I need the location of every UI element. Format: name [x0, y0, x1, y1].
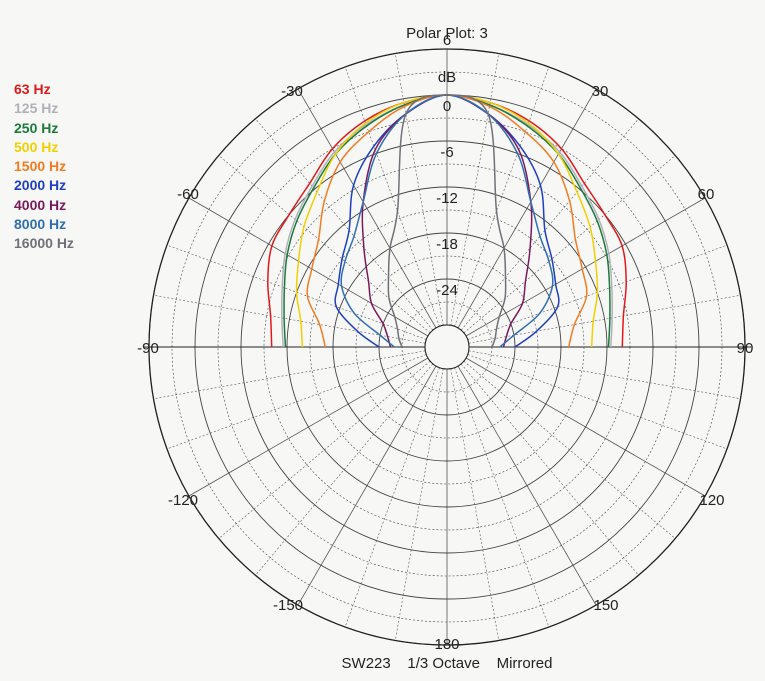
grid-center-circle [424, 324, 470, 370]
angle-tick-label: -60 [177, 186, 199, 203]
radial-unit-label: dB [438, 69, 456, 86]
legend-entry: 63 Hz [14, 81, 51, 97]
radial-tick-label: 6 [443, 32, 451, 49]
legend-entry: 500 Hz [14, 138, 59, 155]
angle-tick-label: 120 [699, 492, 724, 509]
series-group [267, 94, 627, 348]
legend-entry: 2000 Hz [14, 177, 67, 194]
series-line-16000-hz [387, 94, 507, 348]
legend-entry: 1500 Hz [14, 158, 67, 175]
legend-entry: 250 Hz [14, 119, 59, 136]
radial-tick-label: 0 [443, 98, 451, 115]
polar-grid [143, 48, 751, 646]
radial-tick-label: -18 [436, 236, 458, 253]
legend-entry: 8000 Hz [14, 216, 67, 233]
angle-tick-label: 60 [698, 186, 715, 203]
legend-entry: 125 Hz [14, 100, 59, 117]
angle-tick-label: 180 [434, 636, 459, 653]
legend-entry: 4000 Hz [14, 196, 67, 213]
chart-footer: SW223 1/3 Octave Mirrored [342, 655, 553, 672]
chart-title: Polar Plot: 3 [406, 25, 488, 42]
angle-tick-label: -30 [281, 83, 303, 100]
angle-tick-label: 90 [737, 340, 754, 357]
angle-tick-label: -150 [273, 597, 303, 614]
angle-tick-label: 30 [592, 83, 609, 100]
radial-tick-label: -12 [436, 190, 458, 207]
legend: 63 Hz 125 Hz 250 Hz 500 Hz 1500 Hz 2000 Hz 400… [14, 80, 74, 254]
angle-tick-label: -90 [137, 340, 159, 357]
legend-entry: 16000 Hz [14, 235, 74, 252]
radial-tick-label: -24 [436, 282, 458, 299]
radial-tick-label: -6 [440, 144, 453, 161]
angle-tick-label: -120 [168, 492, 198, 509]
angle-tick-label: 150 [593, 597, 618, 614]
